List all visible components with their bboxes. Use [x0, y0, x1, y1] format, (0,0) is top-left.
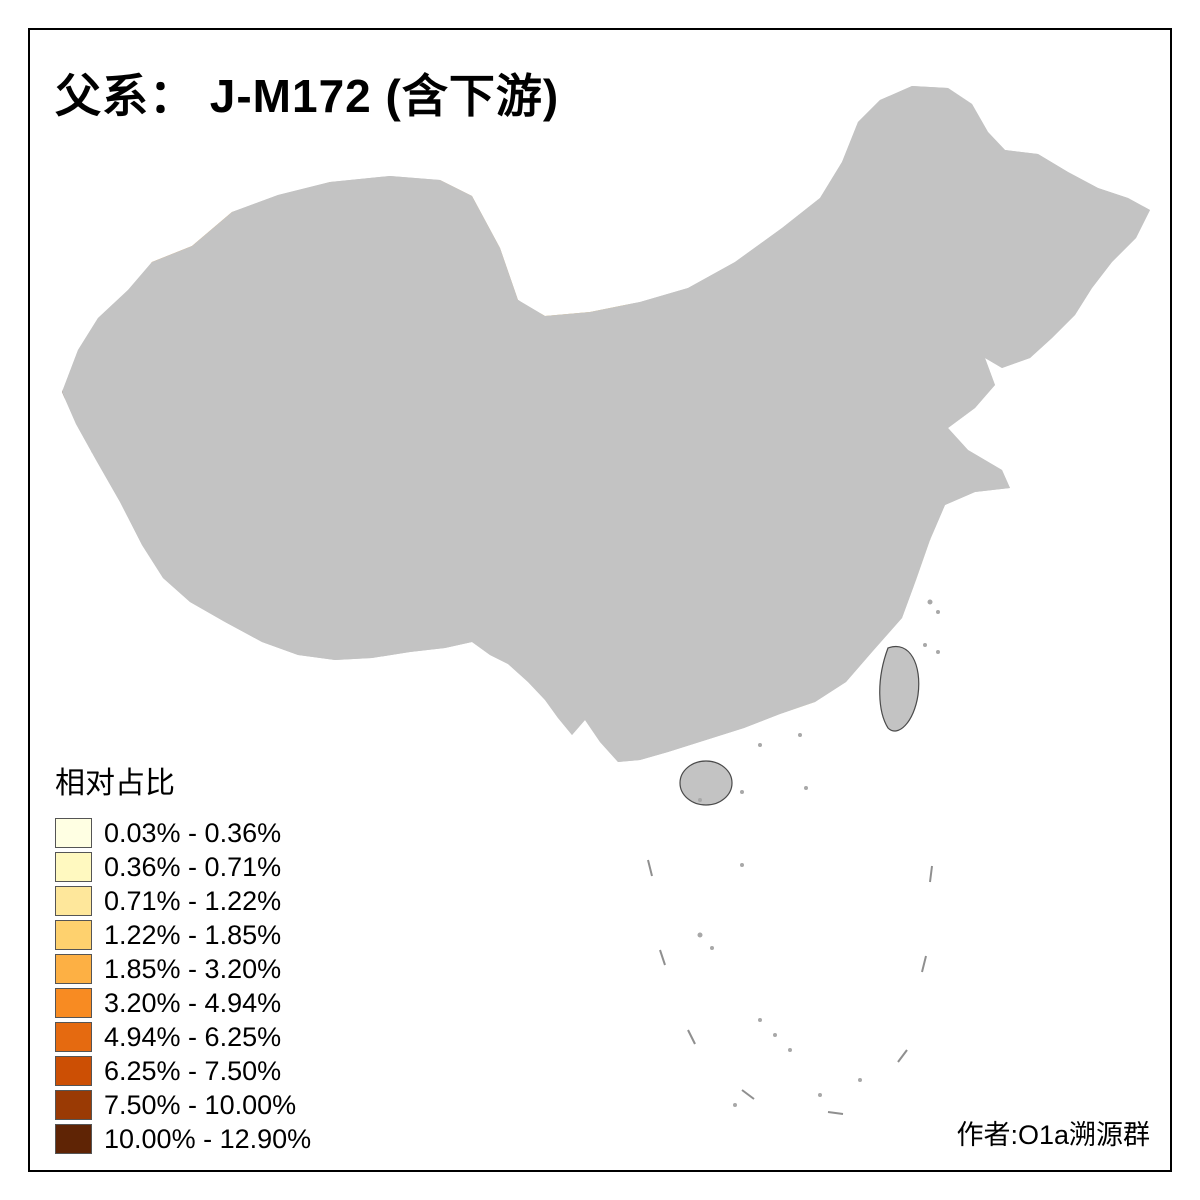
plot-frame: [28, 28, 1172, 1172]
taiwan-island: [879, 645, 920, 732]
legend-label: 4.94% - 6.25%: [104, 1021, 282, 1052]
legend-swatch: [55, 852, 92, 882]
legend-items: 0.03% - 0.36% 0.36% - 0.71% 0.71% - 1.22% 1…: [55, 816, 311, 1156]
legend-label: 3.20% - 4.94%: [104, 987, 282, 1018]
legend-swatch: [55, 920, 92, 950]
page-title: 父系： J-M172 (含下游): [55, 70, 560, 122]
legend-swatch: [55, 1090, 92, 1120]
hainan-island: [679, 760, 733, 806]
nine-dash-line: [647, 859, 933, 1115]
legend-label: 6.25% - 7.50%: [104, 1055, 282, 1086]
legend-item: 1.85% - 3.20%: [55, 952, 311, 986]
legend-item: 0.03% - 0.36%: [55, 816, 311, 850]
legend: 相对占比 0.03% - 0.36% 0.36% - 0.71% 0.71% - 1…: [55, 758, 311, 1156]
legend-label: 0.03% - 0.36%: [104, 817, 282, 848]
legend-swatch: [55, 1124, 92, 1154]
legend-item: 0.36% - 0.71%: [55, 850, 311, 884]
legend-swatch: [55, 818, 92, 848]
legend-swatch: [55, 954, 92, 984]
legend-swatch: [55, 886, 92, 916]
legend-swatch: [55, 988, 92, 1018]
legend-label: 10.00% - 12.90%: [104, 1123, 312, 1154]
legend-swatch: [55, 1056, 92, 1086]
legend-label: 0.36% - 0.71%: [104, 851, 282, 882]
sea-island-specks: [697, 599, 940, 1107]
legend-title: 相对占比: [55, 767, 175, 800]
mainland-outline: [61, 85, 1151, 763]
legend-item: 10.00% - 12.90%: [55, 1122, 311, 1156]
legend-item: 6.25% - 7.50%: [55, 1054, 311, 1088]
author-credit: 作者:O1a溯源群: [956, 1120, 1150, 1150]
legend-label: 7.50% - 10.00%: [104, 1089, 297, 1120]
legend-label: 1.85% - 3.20%: [104, 953, 282, 984]
legend-swatch: [55, 1022, 92, 1052]
legend-label: 1.22% - 1.85%: [104, 919, 282, 950]
legend-item: 1.22% - 1.85%: [55, 918, 311, 952]
legend-item: 3.20% - 4.94%: [55, 986, 311, 1020]
legend-item: 4.94% - 6.25%: [55, 1020, 311, 1054]
legend-label: 0.71% - 1.22%: [104, 885, 282, 916]
legend-item: 7.50% - 10.00%: [55, 1088, 311, 1122]
legend-item: 0.71% - 1.22%: [55, 884, 311, 918]
